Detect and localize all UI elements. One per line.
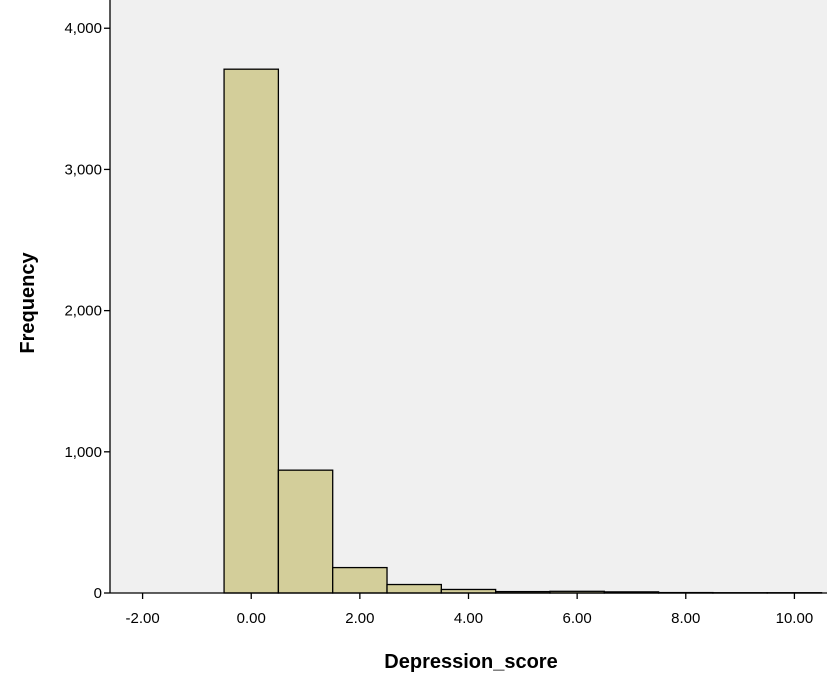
- x-ticks-group: -2.00 0.00 2.00 4.00 6.00 8.00 10.00: [125, 593, 813, 627]
- y-tick-label: 3,000: [64, 161, 102, 178]
- x-tick-label: 8.00: [671, 610, 700, 627]
- y-tick-label: 4,000: [64, 20, 102, 37]
- plot-area-background: [110, 0, 827, 593]
- x-tick-label: 6.00: [563, 610, 592, 627]
- histogram-bar: [277, 469, 334, 594]
- x-tick-label: -2.00: [125, 610, 159, 627]
- x-axis-label: Depression_score: [384, 651, 557, 673]
- x-tick-label: 2.00: [345, 610, 374, 627]
- histogram-bar: [386, 583, 442, 594]
- x-tick-label: 4.00: [454, 610, 483, 627]
- y-axis-label: Frequency: [17, 252, 39, 354]
- y-ticks-group: 0 1,000 2,000 3,000 4,000: [64, 20, 110, 602]
- histogram-bar: [223, 68, 280, 594]
- y-tick-label: 1,000: [64, 444, 102, 461]
- x-tick-label: 10.00: [776, 610, 814, 627]
- y-tick-label: 2,000: [64, 303, 102, 320]
- x-tick-label: 0.00: [237, 610, 266, 627]
- y-tick-label: 0: [94, 585, 102, 602]
- histogram-bar: [332, 566, 388, 594]
